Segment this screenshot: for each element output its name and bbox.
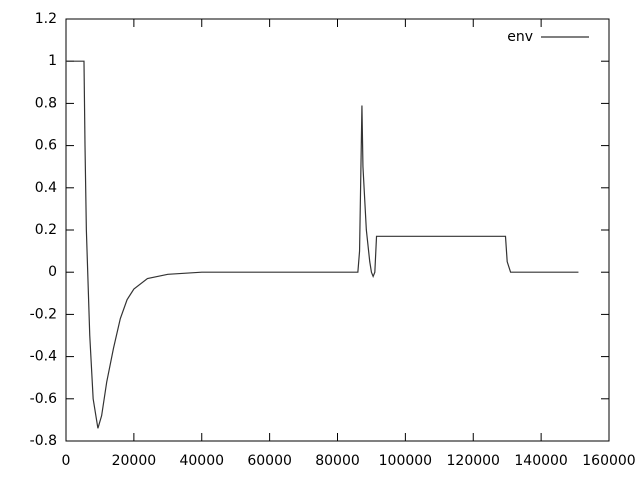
y-tick-label: 1 xyxy=(48,53,57,69)
legend-label: env xyxy=(507,29,533,45)
y-tick-label: -0.2 xyxy=(30,306,57,322)
plot-frame xyxy=(65,18,610,442)
x-tick-label: 40000 xyxy=(179,453,224,469)
y-tick-label: 0.6 xyxy=(35,138,57,154)
y-tick-label: 0.2 xyxy=(35,222,57,238)
y-tick-label: 1.2 xyxy=(35,11,57,27)
y-tick-label: 0 xyxy=(48,264,57,280)
data-line xyxy=(66,60,579,429)
y-tick-label: -0.4 xyxy=(30,349,57,365)
x-tick-label: 20000 xyxy=(112,453,157,469)
y-tick-label: 0.4 xyxy=(35,180,57,196)
x-tick-label: 140000 xyxy=(514,453,567,469)
x-tick-label: 0 xyxy=(62,453,71,469)
x-tick-label: 100000 xyxy=(379,453,432,469)
x-tick-label: 80000 xyxy=(315,453,360,469)
y-tick-label: 0.8 xyxy=(35,95,57,111)
x-tick-label: 60000 xyxy=(247,453,292,469)
x-tick-label: 160000 xyxy=(582,453,635,469)
x-tick-label: 120000 xyxy=(447,453,500,469)
y-tick-label: -0.8 xyxy=(30,433,57,449)
y-tick-label: -0.6 xyxy=(30,391,57,407)
